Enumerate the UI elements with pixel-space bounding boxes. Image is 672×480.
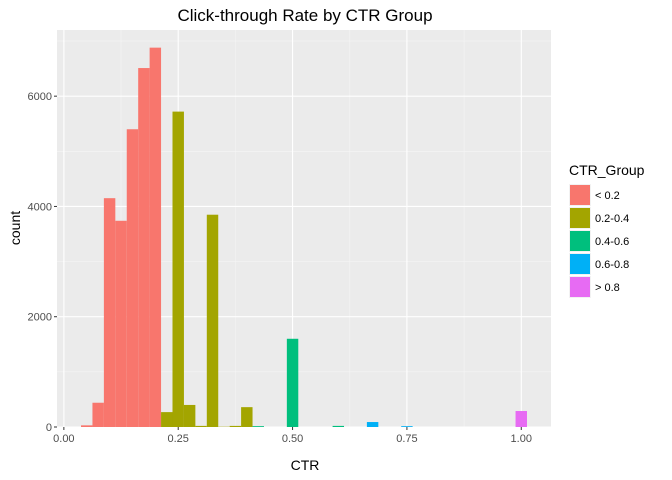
histogram-bar — [366, 422, 379, 427]
histogram-bar — [332, 425, 345, 427]
y-axis-ticks: 0 2000 4000 6000 — [28, 91, 57, 434]
x-tick-label: 1.00 — [511, 433, 532, 445]
histogram-bar — [515, 411, 527, 427]
x-tick-label: 0.00 — [53, 433, 74, 445]
x-axis-ticks: 0.00 0.25 0.50 0.75 1.00 — [53, 427, 532, 445]
legend-label: 0.6-0.8 — [595, 259, 629, 271]
histogram-bar — [138, 68, 150, 427]
histogram-bar — [401, 426, 413, 427]
histogram-bar — [149, 47, 162, 428]
x-axis-title: CTR — [291, 457, 320, 473]
histogram-bar — [286, 338, 299, 427]
y-axis-title: count — [7, 211, 23, 245]
histogram-bar — [206, 214, 219, 427]
legend-key — [570, 277, 590, 297]
legend-label: > 0.8 — [595, 282, 620, 294]
histogram-bar — [115, 220, 127, 427]
histogram-bar — [241, 407, 253, 427]
y-tick-label: 4000 — [28, 201, 52, 213]
legend-key — [570, 254, 590, 274]
legend-title: CTR_Group — [569, 162, 645, 178]
x-tick-label: 0.50 — [282, 433, 303, 445]
y-tick-label: 0 — [46, 422, 52, 434]
bars — [81, 47, 527, 428]
legend: CTR_Group < 0.2 0.2-0.4 0.4-0.6 0.6-0.8 > 0.… — [569, 162, 645, 298]
histogram-bar — [126, 129, 139, 427]
histogram-bar — [161, 412, 173, 427]
x-tick-label: 0.75 — [396, 433, 417, 445]
histogram-bar — [195, 425, 207, 427]
legend-key — [570, 185, 590, 205]
histogram-bar — [229, 425, 242, 427]
histogram-bar — [252, 426, 264, 427]
chart-title: Click-through Rate by CTR Group — [177, 6, 432, 25]
histogram-bar — [103, 198, 116, 427]
y-tick-label: 2000 — [28, 312, 52, 324]
legend-label: 0.2-0.4 — [595, 213, 629, 225]
legend-key — [570, 231, 590, 251]
legend-key — [570, 208, 590, 228]
y-tick-label: 6000 — [28, 91, 52, 103]
legend-label: < 0.2 — [595, 190, 620, 202]
x-tick-label: 0.25 — [168, 433, 189, 445]
histogram-bar — [92, 402, 104, 427]
legend-label: 0.4-0.6 — [595, 236, 629, 248]
histogram-bar — [172, 111, 184, 427]
histogram-bar — [183, 404, 196, 427]
histogram-bar — [81, 425, 93, 427]
